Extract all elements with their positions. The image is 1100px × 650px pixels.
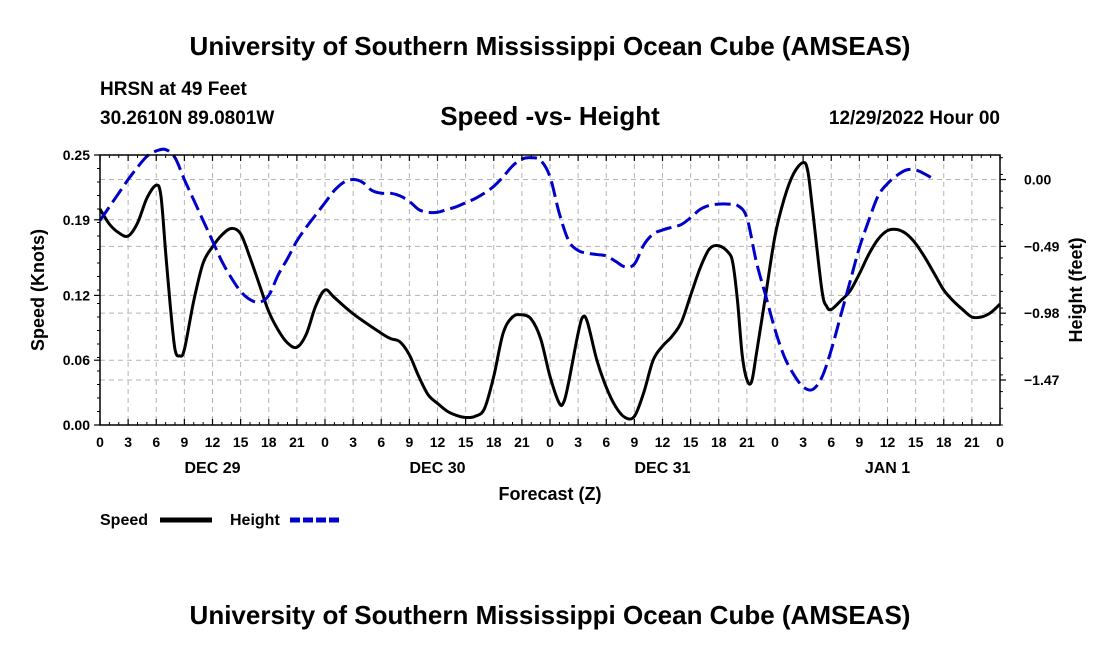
x-tick-label: 6 <box>827 434 835 450</box>
x-tick-label: 3 <box>349 434 357 450</box>
series-line-height <box>98 147 936 392</box>
y-left-tick-label: 0.06 <box>63 352 90 368</box>
page-title: University of Southern Mississippi Ocean… <box>190 31 911 61</box>
y-right-tick-label: −0.49 <box>1024 238 1060 254</box>
x-tick-label: 0 <box>546 434 554 450</box>
x-tick-label: 15 <box>458 434 474 450</box>
x-tick-label: 12 <box>655 434 671 450</box>
forecast-date: 12/29/2022 Hour 00 <box>829 108 1000 129</box>
x-tick-label: 21 <box>514 434 530 450</box>
x-tick-label: 9 <box>855 434 863 450</box>
x-tick-label: 12 <box>880 434 896 450</box>
x-tick-label: 9 <box>630 434 638 450</box>
y-left-tick-label: 0.25 <box>63 147 90 163</box>
x-tick-label: 6 <box>152 434 160 450</box>
right-axis-label: Height (feet) <box>1066 238 1086 343</box>
y-left-tick-label: 0.00 <box>63 417 90 433</box>
x-tick-label: 18 <box>486 434 502 450</box>
station-label: HRSN at 49 Feet <box>100 79 247 100</box>
x-tick-label: 0 <box>996 434 1004 450</box>
y-left-tick-label: 0.19 <box>63 212 90 228</box>
x-tick-label: 12 <box>430 434 446 450</box>
y-right-tick-label: −1.47 <box>1024 372 1060 388</box>
x-tick-label: 18 <box>261 434 277 450</box>
y-left-tick-label: 0.12 <box>63 287 90 303</box>
x-tick-label: 12 <box>205 434 221 450</box>
day-label: DEC 31 <box>634 460 690 477</box>
x-tick-label: 21 <box>739 434 755 450</box>
station-coords: 30.2610N 89.0801W <box>100 108 274 129</box>
series-layer <box>98 147 1002 421</box>
axes: 0 3 6 9 12 15 18 21 0 3 6 9 12 15 18 21 0 3 6 9 12 15 18 21 0 3 6 9… <box>63 147 1060 477</box>
x-tick-label: 18 <box>936 434 952 450</box>
day-label: DEC 29 <box>184 460 240 477</box>
legend-label-speed: Speed <box>100 512 148 529</box>
x-tick-label: 15 <box>233 434 249 450</box>
legend: Speed Height <box>100 512 342 529</box>
x-tick-label: 3 <box>124 434 132 450</box>
footer-title: University of Southern Mississippi Ocean… <box>190 600 911 630</box>
x-tick-label: 9 <box>405 434 413 450</box>
x-tick-label: 9 <box>180 434 188 450</box>
x-tick-label: 0 <box>321 434 329 450</box>
x-tick-label: 6 <box>377 434 385 450</box>
y-right-tick-label: −0.98 <box>1024 305 1060 321</box>
x-tick-label: 0 <box>96 434 104 450</box>
x-tick-label: 3 <box>574 434 582 450</box>
day-label: DEC 30 <box>409 460 465 477</box>
x-tick-label: 18 <box>711 434 727 450</box>
y-right-tick-label: 0.00 <box>1024 172 1051 188</box>
x-tick-label: 21 <box>289 434 305 450</box>
x-tick-label: 15 <box>683 434 699 450</box>
legend-label-height: Height <box>230 512 280 529</box>
x-axis-label: Forecast (Z) <box>498 484 601 504</box>
x-tick-label: 21 <box>964 434 980 450</box>
x-tick-label: 0 <box>771 434 779 450</box>
left-axis-label: Speed (Knots) <box>28 229 48 351</box>
x-tick-label: 6 <box>602 434 610 450</box>
chart-title: Speed -vs- Height <box>440 101 660 131</box>
x-tick-label: 3 <box>799 434 807 450</box>
x-tick-label: 15 <box>908 434 924 450</box>
series-line-speed <box>98 161 1002 421</box>
day-label: JAN 1 <box>865 460 910 477</box>
grid-lines <box>100 155 1000 425</box>
